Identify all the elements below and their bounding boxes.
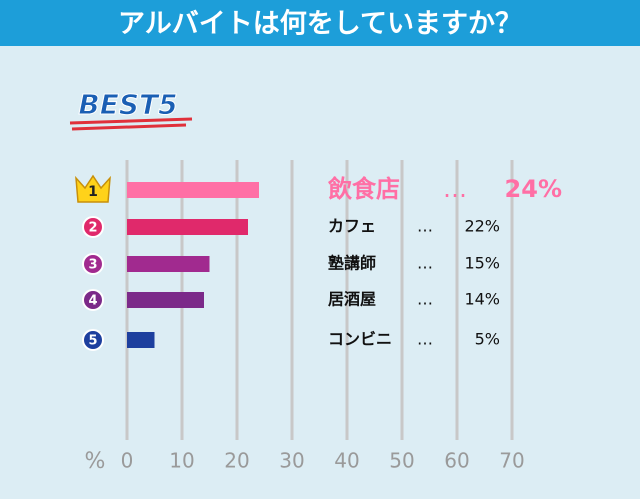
subtitle: BEST5 — [78, 88, 177, 121]
separator: … — [417, 254, 433, 273]
x-tick-label: 20 — [224, 449, 249, 473]
x-tick-label: 60 — [444, 449, 469, 473]
value-label: 5% — [475, 330, 500, 349]
value-label: 15% — [464, 254, 500, 273]
rank-label: 4 — [88, 294, 97, 309]
rank-badge — [82, 253, 104, 275]
bar — [127, 332, 155, 348]
category-label: コンビニ — [328, 330, 392, 349]
rank-badge — [82, 289, 104, 311]
rank-badge — [82, 329, 104, 351]
value-label: 22% — [464, 217, 500, 236]
x-tick-label: 0 — [121, 449, 134, 473]
category-label: カフェ — [328, 217, 376, 236]
category-label: 飲食店 — [327, 175, 400, 203]
separator: … — [417, 217, 433, 236]
underline — [69, 117, 193, 131]
bar — [127, 292, 204, 308]
x-tick-label: 30 — [279, 449, 304, 473]
category-label: 居酒屋 — [328, 290, 376, 309]
bar — [127, 219, 248, 235]
rank-badge — [82, 216, 104, 238]
bar — [127, 182, 259, 198]
rank-label: 1 — [88, 184, 98, 200]
separator: … — [443, 175, 467, 203]
value-label: 24% — [505, 175, 562, 203]
chart-title: アルバイトは何をしていますか？ — [118, 9, 522, 40]
rank-label: 2 — [88, 221, 97, 236]
x-tick-label: 40 — [334, 449, 359, 473]
title-bar — [0, 0, 640, 46]
x-axis-label: % — [85, 449, 106, 474]
value-label: 14% — [464, 290, 500, 309]
x-tick-label: 50 — [389, 449, 414, 473]
rank-label: 3 — [88, 258, 97, 273]
separator: … — [417, 330, 433, 349]
x-tick-label: 70 — [499, 449, 524, 473]
x-tick-label: 10 — [169, 449, 194, 473]
separator: … — [417, 290, 433, 309]
bar — [127, 256, 210, 272]
rank-label: 5 — [88, 334, 97, 349]
category-label: 塾講師 — [328, 254, 376, 273]
crown — [75, 174, 111, 203]
